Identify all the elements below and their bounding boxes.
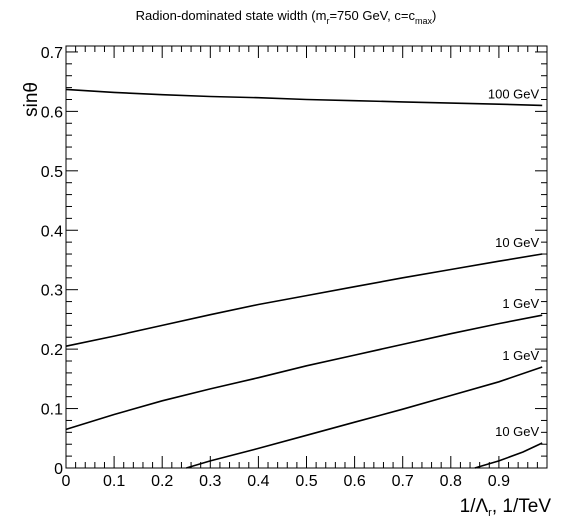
- y-tick-label: 0.1: [41, 402, 63, 419]
- x-tick-label: 0.4: [247, 473, 269, 490]
- series-label: 10 GeV: [495, 235, 539, 250]
- y-tick-label: 0.5: [41, 164, 63, 181]
- x-tick-label: 0.7: [392, 473, 414, 490]
- x-tick-label: 0.2: [151, 473, 173, 490]
- chart-title: Radion-dominated state width (mr=750 GeV…: [136, 8, 437, 26]
- x-tick-label: 0.1: [103, 473, 125, 490]
- y-tick-label: 0.3: [41, 283, 63, 300]
- y-axis-label: sinθ: [21, 82, 42, 117]
- series-labels: 100 GeV 10 GeV 1 GeV 1 GeV 10 GeV: [488, 86, 540, 439]
- series-line: [474, 442, 543, 469]
- x-tick-label: 0.9: [488, 473, 510, 490]
- x-axis-label-main: 1/Λ: [460, 496, 489, 517]
- axis-tick-labels: 0 0.1 0.2 0.3 0.4 0.5 0.6 0.7 0.8 0.9 0 0.1 0.2 0.3 0.…: [41, 45, 510, 490]
- series-label: 1 GeV: [502, 296, 539, 311]
- series-curves: [65, 88, 543, 469]
- series-line: [186, 366, 543, 469]
- axis-ticks: [65, 46, 548, 469]
- x-axis-label-tail: , 1/TeV: [492, 496, 551, 517]
- series-line: [65, 88, 543, 107]
- title-part-2: =750 GeV, c=c: [329, 8, 415, 23]
- series-line: [65, 314, 543, 431]
- y-tick-label: 0.4: [41, 223, 63, 240]
- title-sub-max: max: [415, 16, 433, 26]
- series-label: 100 GeV: [488, 86, 540, 101]
- title-part-1: Radion-dominated state width (m: [136, 8, 327, 23]
- x-tick-label: 0.5: [295, 473, 317, 490]
- x-tick-label: 0.8: [440, 473, 462, 490]
- title-sub-r: r: [326, 16, 329, 26]
- y-tick-label: 0.7: [41, 45, 63, 62]
- x-axis-label: 1/Λr, 1/TeV: [460, 496, 552, 518]
- y-tick-label: 0: [54, 461, 63, 478]
- title-part-3: ): [432, 8, 436, 23]
- y-tick-label: 0.2: [41, 342, 63, 359]
- y-tick-label: 0.6: [41, 104, 63, 121]
- x-tick-label: 0: [62, 473, 71, 490]
- x-tick-label: 0.3: [199, 473, 221, 490]
- series-label: 10 GeV: [495, 424, 539, 439]
- x-axis-label-sub: r: [488, 507, 492, 518]
- plot-frame: [65, 45, 548, 469]
- series-line: [65, 253, 543, 347]
- x-tick-label: 0.6: [343, 473, 365, 490]
- series-label: 1 GeV: [502, 348, 539, 363]
